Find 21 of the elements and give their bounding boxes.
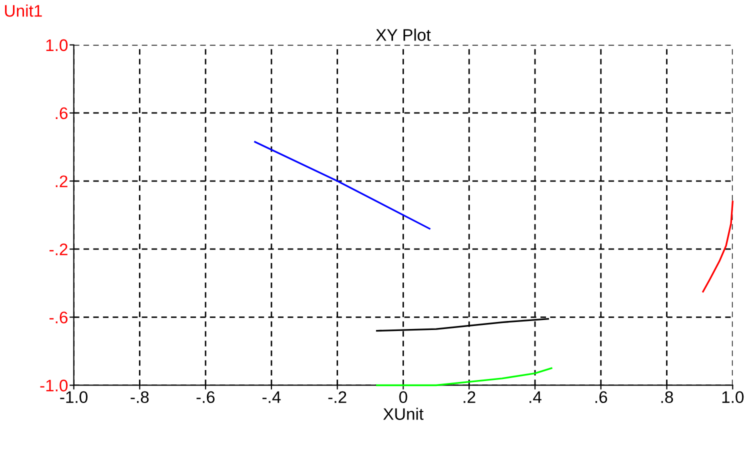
y-tick-label: .6	[56, 107, 68, 120]
x-tick-label: -.2	[328, 391, 346, 403]
x-tick-label: -.8	[130, 391, 149, 404]
y-axis-title: Unit1	[5, 4, 42, 17]
line-series	[702, 200, 734, 292]
x-axis-title: XUnit	[383, 408, 424, 420]
x-tick-label: .2	[464, 391, 476, 403]
y-tick-label: -1.0	[40, 380, 68, 392]
x-tick-label: .8	[661, 391, 674, 404]
chart-title: XY Plot	[376, 28, 431, 41]
y-tick-label: 1.0	[46, 39, 68, 52]
x-tick-label: .6	[595, 391, 608, 404]
y-tick-label: .2	[56, 175, 68, 188]
y-tick-label: -.2	[50, 244, 68, 256]
x-tick-label: .4	[530, 391, 542, 403]
x-tick-label: 1.0	[722, 391, 744, 404]
y-tick-label: -.6	[50, 312, 68, 324]
x-tick-label: 0	[399, 391, 408, 404]
line-series	[376, 367, 552, 386]
x-tick-label: -.4	[262, 391, 281, 403]
x-tick-label: -.6	[196, 391, 215, 404]
